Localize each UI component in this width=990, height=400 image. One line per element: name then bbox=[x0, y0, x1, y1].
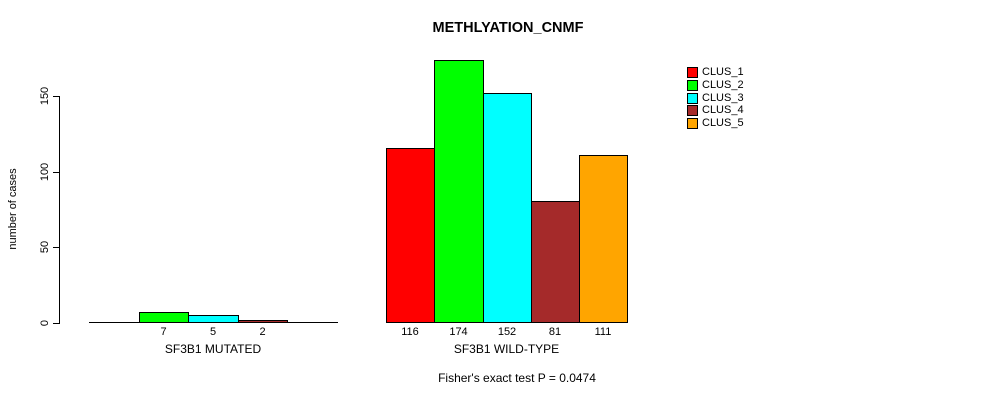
bar-value-label: 152 bbox=[497, 326, 517, 338]
legend-swatch-clus_2 bbox=[687, 79, 698, 91]
y-axis-label: number of cases bbox=[7, 168, 19, 250]
legend-label: CLUS_2 bbox=[702, 78, 744, 91]
bar-clus_2 bbox=[139, 312, 189, 323]
bar-clus_3 bbox=[188, 315, 239, 323]
bar-clus_2 bbox=[434, 60, 484, 323]
legend-swatch-clus_1 bbox=[687, 67, 698, 78]
legend-swatch-clus_4 bbox=[687, 105, 698, 117]
y-axis-tick bbox=[53, 247, 59, 248]
bar-clus_4 bbox=[238, 320, 288, 323]
legend-label: CLUS_4 bbox=[702, 104, 744, 117]
footnote-text: Fisher's exact test P = 0.0474 bbox=[438, 371, 596, 385]
y-axis-tick-label: 0 bbox=[39, 319, 51, 326]
legend-label: CLUS_1 bbox=[702, 66, 744, 78]
chart-title: METHLYATION_CNMF bbox=[432, 20, 584, 36]
bar-value-label: 7 bbox=[160, 326, 167, 338]
group-label: SF3B1 WILD-TYPE bbox=[453, 342, 560, 356]
legend-swatch-clus_5 bbox=[687, 118, 698, 130]
group-label: SF3B1 MUTATED bbox=[164, 342, 262, 356]
bar-value-label: 111 bbox=[594, 326, 612, 338]
bar-value-label: 81 bbox=[548, 326, 562, 338]
y-axis-tick-label: 50 bbox=[39, 240, 51, 254]
y-axis-line bbox=[59, 96, 60, 324]
y-axis-tick-label: 100 bbox=[39, 162, 51, 181]
y-axis-tick bbox=[53, 322, 59, 324]
y-axis-tick bbox=[53, 171, 59, 173]
legend-label: CLUS_3 bbox=[702, 91, 744, 104]
bar-clus_4 bbox=[531, 201, 580, 323]
y-axis-tick bbox=[53, 96, 59, 97]
bar-value-label: 174 bbox=[449, 326, 468, 338]
bar-value-label: 116 bbox=[401, 326, 419, 338]
bar-value-label: 2 bbox=[259, 326, 266, 338]
bar-clus_1 bbox=[386, 148, 435, 323]
legend-label: CLUS_5 bbox=[702, 117, 744, 130]
bar-clus_5 bbox=[579, 155, 628, 323]
legend-swatch-clus_3 bbox=[687, 92, 698, 104]
bar-value-label: 5 bbox=[209, 326, 217, 338]
y-axis-tick-label: 150 bbox=[39, 86, 51, 106]
bar-clus_3 bbox=[483, 93, 532, 323]
